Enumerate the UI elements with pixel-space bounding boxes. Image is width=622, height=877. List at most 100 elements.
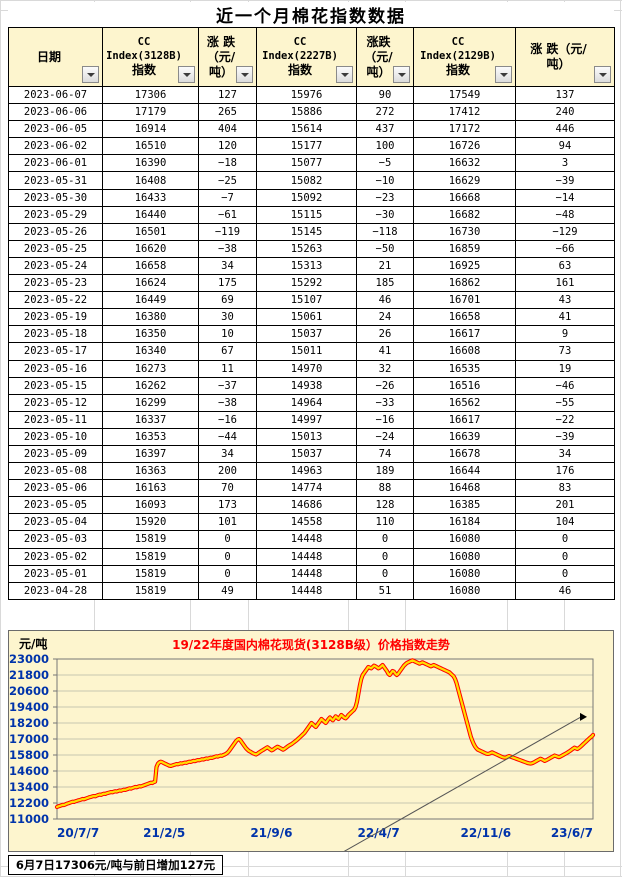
filter-dropdown-icon-chg2227[interactable] — [393, 66, 410, 83]
cell-idx2227: 14997 — [256, 410, 357, 429]
cell-chg2227: −33 — [356, 393, 414, 412]
cell-date: 2023-05-09 — [8, 444, 103, 464]
cell-idx2227: 15115 — [256, 205, 357, 224]
cell-date: 2023-05-31 — [8, 171, 103, 190]
cell-date: 2023-05-17 — [8, 342, 103, 361]
cell-chg3128: 69 — [198, 291, 257, 310]
table-row: 2023-05-11 16337 −16 14997 −16 16617 −22 — [8, 410, 615, 429]
cell-chg2129: −39 — [515, 171, 615, 190]
cell-idx2227: 15177 — [256, 137, 357, 156]
table-row: 2023-05-02 15819 0 14448 0 16080 0 — [8, 547, 615, 566]
cell-date: 2023-05-11 — [8, 410, 103, 429]
cell-chg2227: −24 — [356, 427, 414, 446]
filter-dropdown-icon-idx2227[interactable] — [336, 66, 353, 83]
cell-chg2227: −26 — [356, 376, 414, 395]
cell-chg2129: −14 — [515, 188, 615, 207]
cell-chg2129: 63 — [515, 256, 615, 276]
cell-chg3128: −38 — [198, 393, 257, 412]
cotton-index-table: 日期 CC Index(3128B) 指数涨 跌（元/吨） CC Index(2227B)… — [8, 27, 615, 600]
cell-idx2129: 17412 — [413, 103, 516, 122]
cell-chg2129: −46 — [515, 376, 615, 395]
cell-idx3128: 16262 — [102, 376, 199, 395]
cell-chg2227: 88 — [356, 479, 414, 498]
cell-chg3128: −18 — [198, 154, 257, 173]
table-row: 2023-05-25 16620 −38 15263 −50 16859 −66 — [8, 239, 615, 258]
filter-dropdown-icon-date[interactable] — [82, 66, 99, 83]
cell-idx2227: 14938 — [256, 376, 357, 395]
cell-idx2129: 17549 — [413, 85, 516, 105]
table-row: 2023-05-05 16093 173 14686 128 16385 201 — [8, 496, 615, 515]
cell-chg3128: 404 — [198, 120, 257, 139]
table-row: 2023-06-02 16510 120 15177 100 16726 94 — [8, 137, 615, 156]
column-header-idx3128: CC Index(3128B) 指数 — [102, 27, 199, 87]
cell-chg2129: −55 — [515, 393, 615, 412]
table-body: 2023-06-07 17306 127 15976 90 17549 137 2023-06… — [8, 85, 615, 600]
cotton-index-table-wrapper: 日期 CC Index(3128B) 指数涨 跌（元/吨） CC Index(2227B)… — [8, 27, 615, 600]
cell-idx3128: 16353 — [102, 427, 199, 446]
filter-dropdown-icon-idx2129[interactable] — [495, 66, 512, 83]
cell-idx3128: 15920 — [102, 513, 199, 532]
cell-date: 2023-06-01 — [8, 154, 103, 173]
cell-chg2129: 83 — [515, 479, 615, 498]
cell-idx2129: 16385 — [413, 496, 516, 515]
cell-date: 2023-06-07 — [8, 85, 103, 105]
cell-date: 2023-05-15 — [8, 376, 103, 395]
cell-date: 2023-05-19 — [8, 308, 103, 327]
cell-chg3128: 0 — [198, 547, 257, 566]
table-row: 2023-05-01 15819 0 14448 0 16080 0 — [8, 564, 615, 583]
cell-chg2227: 32 — [356, 359, 414, 378]
cell-idx3128: 16408 — [102, 171, 199, 190]
table-row: 2023-06-07 17306 127 15976 90 17549 137 — [8, 85, 615, 105]
cell-chg2129: 176 — [515, 462, 615, 481]
cell-chg3128: 34 — [198, 444, 257, 464]
cell-idx2227: 14774 — [256, 479, 357, 498]
cell-date: 2023-05-12 — [8, 393, 103, 412]
cell-chg2227: −23 — [356, 188, 414, 207]
chart-x-tick-labels: 20/7/7 21/2/5 21/9/6 22/4/7 22/11/6 23/6/7 — [57, 826, 593, 840]
cell-chg2129: −22 — [515, 410, 615, 429]
cell-chg2129: 43 — [515, 291, 615, 310]
cell-idx2129: 16629 — [413, 171, 516, 190]
cell-chg3128: −61 — [198, 205, 257, 224]
page-title-text: 近一个月棉花指数数据 — [216, 7, 406, 27]
cell-idx2129: 17172 — [413, 120, 516, 139]
cell-chg3128: 49 — [198, 581, 257, 600]
cell-chg2129: 240 — [515, 103, 615, 122]
cell-date: 2023-06-02 — [8, 137, 103, 156]
cell-date: 2023-05-29 — [8, 205, 103, 224]
cell-idx2227: 15292 — [256, 274, 357, 293]
column-header-label: CC Index(3128B) 指数 — [106, 36, 182, 77]
cell-chg2129: 94 — [515, 137, 615, 156]
cell-idx2129: 16668 — [413, 188, 516, 207]
cell-chg3128: 120 — [198, 137, 257, 156]
cell-date: 2023-06-06 — [8, 103, 103, 122]
filter-dropdown-icon-chg2129[interactable] — [594, 66, 611, 83]
cell-idx2227: 15886 — [256, 103, 357, 122]
cell-chg2129: 446 — [515, 120, 615, 139]
column-header-label: CC Index(2129B) 指数 — [420, 36, 496, 77]
cell-idx3128: 15819 — [102, 547, 199, 566]
cell-date: 2023-05-10 — [8, 427, 103, 446]
filter-dropdown-icon-idx3128[interactable] — [178, 66, 195, 83]
column-header-chg3128: 涨 跌（元/吨） — [198, 27, 257, 87]
table-row: 2023-05-12 16299 −38 14964 −33 16562 −55 — [8, 393, 615, 412]
cell-date: 2023-05-18 — [8, 325, 103, 344]
table-row: 2023-05-19 16380 30 15061 24 16658 41 — [8, 308, 615, 327]
cell-chg2227: −50 — [356, 239, 414, 258]
cell-idx3128: 16390 — [102, 154, 199, 173]
cell-idx2227: 15976 — [256, 85, 357, 105]
column-header-idx2129: CC Index(2129B) 指数 — [413, 27, 516, 87]
cell-idx3128: 17179 — [102, 103, 199, 122]
cell-idx2129: 16730 — [413, 222, 516, 241]
page-title: 近一个月棉花指数数据 — [8, 2, 614, 28]
cell-idx3128: 16433 — [102, 188, 199, 207]
filter-dropdown-icon-chg3128[interactable] — [236, 66, 253, 83]
cell-idx2129: 16726 — [413, 137, 516, 156]
table-header-row: 日期 CC Index(3128B) 指数涨 跌（元/吨） CC Index(2227B)… — [8, 27, 615, 87]
column-header-label: 涨 跌（元/吨） — [206, 34, 236, 79]
chart-y-tick-label: 21800 — [9, 668, 49, 682]
chart-y-tick-label: 19400 — [9, 700, 49, 714]
chart-y-tick-label: 12200 — [9, 796, 49, 810]
cell-chg2129: 0 — [515, 547, 615, 566]
cell-chg2129: 3 — [515, 154, 615, 173]
